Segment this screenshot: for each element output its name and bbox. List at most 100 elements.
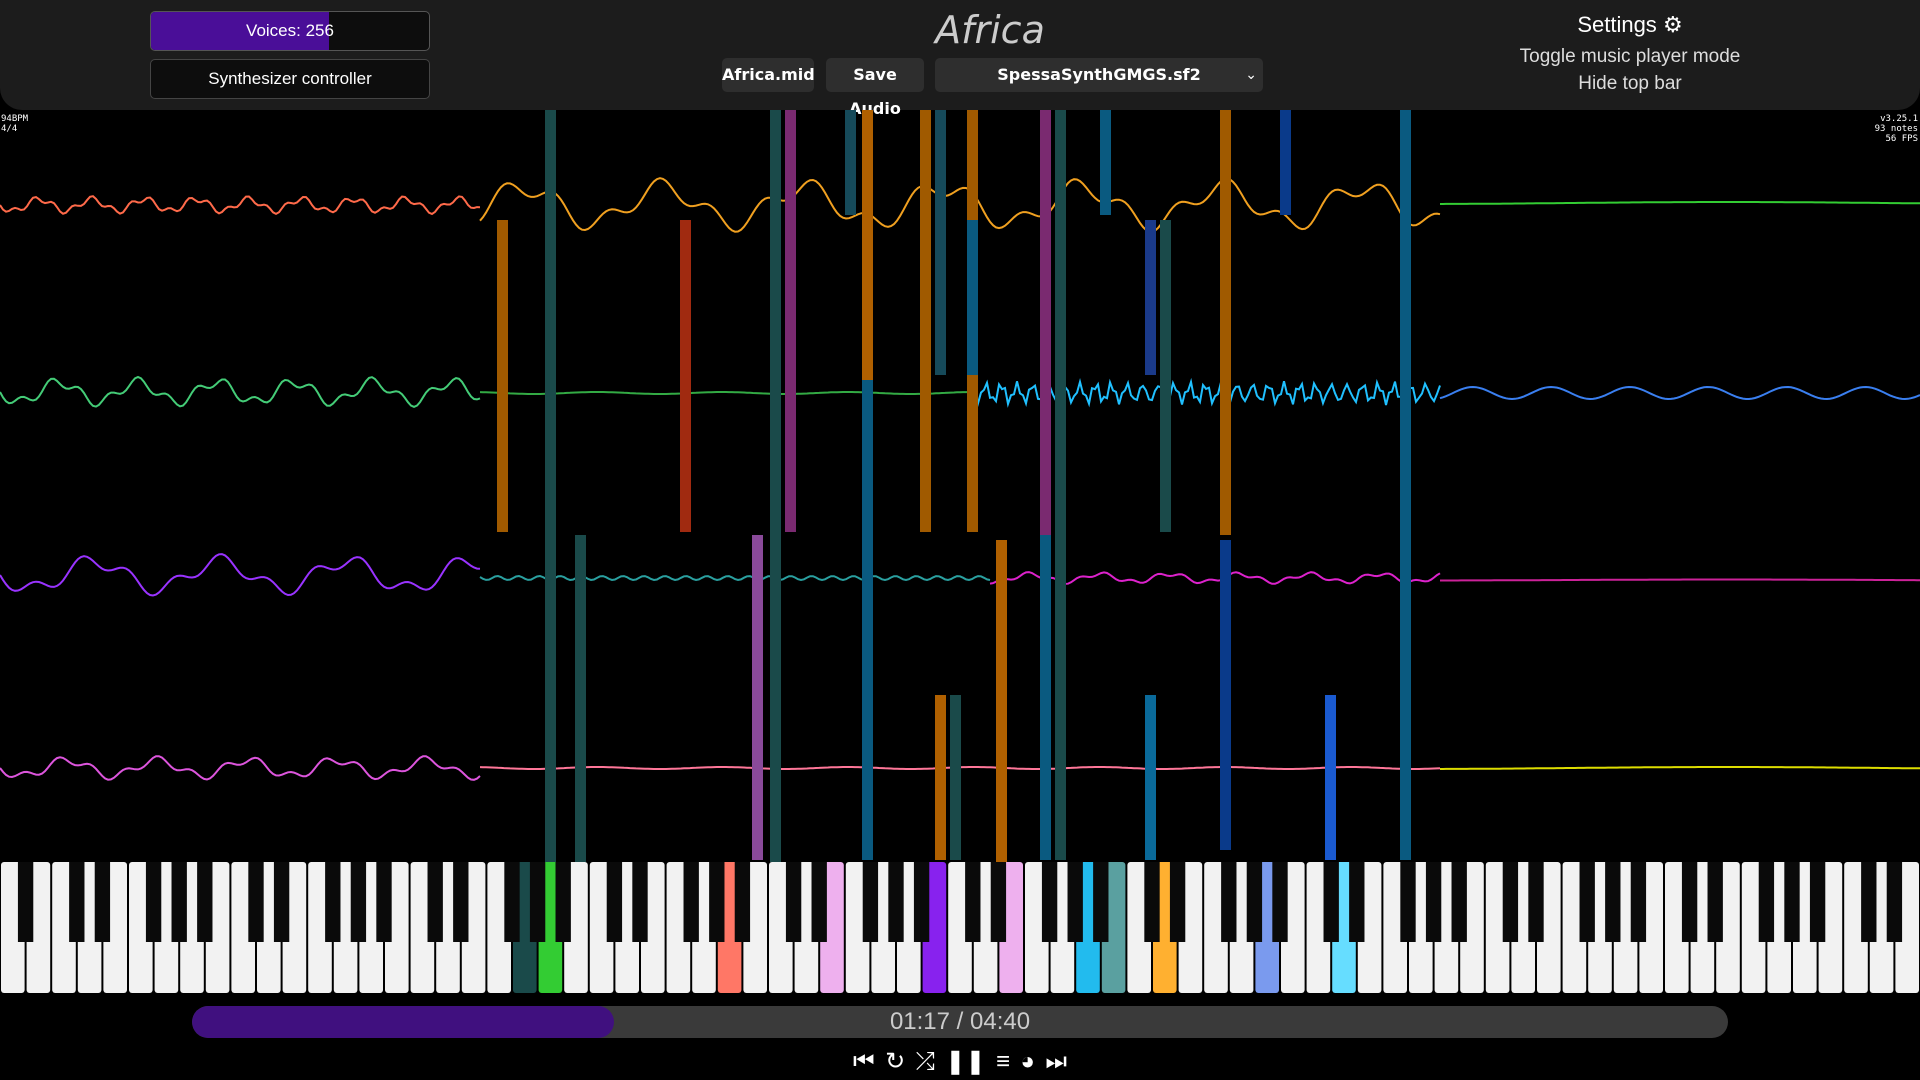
note-bar-7 [752, 535, 763, 860]
piano-black-key-53 [1886, 862, 1903, 942]
piano-black-key-43 [1528, 862, 1544, 942]
piano-black-key-8 [273, 862, 290, 942]
time-display: 01:17 / 04:40 [889, 1008, 1031, 1035]
note-bar-23 [1220, 540, 1231, 850]
piano-black-key-45 [1605, 862, 1621, 942]
piano-black-key-12 [427, 862, 443, 942]
note-bar-28 [935, 695, 946, 860]
piano-black-key-7 [248, 862, 264, 942]
next-icon[interactable]: ⏭ [1045, 1048, 1067, 1075]
gear-icon: ⚙ [1662, 12, 1683, 37]
piano-black-key-19 [683, 862, 699, 942]
soundfont-select[interactable]: SpessaSynthGMGS.sf2 ⌄ [935, 58, 1263, 92]
piano-black-key-17 [606, 862, 623, 942]
song-title: Africa [935, 8, 1045, 52]
note-bar-19 [1100, 110, 1111, 215]
midi-file-button[interactable]: Africa.mid [722, 58, 815, 92]
piano-black-key-41 [1451, 862, 1467, 942]
voice-meter: Voices: 256 [150, 11, 430, 51]
waveform-channel-4-right [1440, 766, 1920, 770]
piano-black-key-52 [1861, 862, 1877, 942]
piano-black-key-51 [1809, 862, 1826, 942]
voice-meter-label: Voices: 256 [246, 21, 334, 40]
piano-black-key-4 [145, 862, 162, 942]
visualizer-canvas [0, 110, 1920, 975]
previous-icon[interactable]: ⏮ [853, 1048, 875, 1075]
toggle-player-mode-button[interactable]: Toggle music player mode [1519, 46, 1741, 67]
bpm-readout: 94BPM [1, 114, 29, 124]
piano-black-key-49 [1758, 862, 1775, 942]
piano-black-key-50 [1784, 862, 1800, 942]
soundfont-select-value: SpessaSynthGMGS.sf2 [997, 65, 1201, 84]
piano-black-key-39 [1400, 862, 1416, 942]
note-bar-24 [1280, 110, 1291, 215]
lyrics-icon[interactable]: ≡ [995, 1048, 1010, 1075]
note-bar-22 [1220, 110, 1231, 535]
shuffle-icon[interactable]: ⤮ [915, 1048, 935, 1075]
piano-black-key-33 [1169, 862, 1186, 942]
piano-black-key-31 [1093, 862, 1109, 942]
piano-black-key-1 [17, 862, 34, 942]
piano-black-key-40 [1425, 862, 1442, 942]
render-info: v3.25.1 93 notes 56 FPS [1875, 114, 1918, 144]
waveform-channel-2-right [1439, 385, 1920, 401]
piano-black-key-27 [965, 862, 981, 942]
visualizer-svg [0, 110, 1920, 975]
playback-controls: ⏮ ↻ ⤮ ❚❚ ≡ ◕ ⏭ [0, 1047, 1920, 1077]
piano-black-key-25 [888, 862, 904, 942]
waveform-channel-2-flat [479, 391, 975, 395]
note-bar-1 [545, 110, 556, 975]
note-bar-29 [950, 695, 961, 860]
voice-meter-fill [151, 12, 329, 50]
note-bar-26 [1145, 695, 1156, 860]
save-audio-button[interactable]: Save Audio [826, 58, 924, 118]
fps-readout: 56 FPS [1885, 134, 1918, 144]
note-bar-16 [1040, 110, 1051, 860]
chevron-down-icon: ⌄ [1245, 67, 1257, 83]
loop-icon[interactable]: ↻ [885, 1048, 906, 1075]
note-bar-2 [497, 220, 508, 532]
piano-black-key-11 [376, 862, 392, 942]
seek-bar-fill [192, 1006, 615, 1038]
piano-black-key-32 [1144, 862, 1160, 942]
piano-black-key-48 [1707, 862, 1723, 942]
piano-black-key-20 [709, 862, 725, 942]
tempo-info: 94BPM 4/4 [1, 114, 28, 134]
note-bar-3 [575, 535, 586, 975]
seek-bar[interactable]: 01:17 / 04:40 [192, 1006, 1728, 1038]
speedometer-icon[interactable]: ◕ [1020, 1048, 1035, 1075]
piano-black-key-38 [1349, 862, 1365, 942]
note-bar-27 [1325, 695, 1336, 860]
settings-label: Settings [1577, 12, 1657, 37]
note-bar-6 [785, 110, 796, 532]
piano-black-key-35 [1246, 862, 1263, 942]
piano-black-key-28 [990, 862, 1007, 942]
piano-black-key-15 [529, 862, 546, 942]
waveform-channel-1-mid [479, 177, 1441, 233]
note-bar-17 [1040, 535, 1051, 860]
note-bar-11 [920, 110, 931, 532]
version-readout: v3.25.1 [1880, 114, 1918, 124]
hide-top-bar-button[interactable]: Hide top bar [1578, 73, 1682, 94]
synthesizer-controller-button[interactable]: Synthesizer controller [150, 59, 430, 99]
piano-black-key-24 [862, 862, 879, 942]
note-bar-4 [680, 220, 691, 532]
note-bar-10 [862, 380, 873, 860]
note-bar-5 [770, 110, 781, 945]
waveform-channel-1-left [0, 195, 481, 216]
piano-keys-svg [1, 862, 1919, 993]
waveform-channel-3-mid [479, 574, 991, 582]
piano-black-key-3 [94, 862, 111, 942]
settings-button[interactable]: Settings ⚙ [1480, 12, 1780, 38]
piano-black-key-6 [197, 862, 213, 942]
note-bar-20 [1145, 220, 1156, 375]
waveform-channel-2-left [0, 375, 481, 408]
pause-icon[interactable]: ❚❚ [945, 1048, 986, 1075]
note-bar-8 [845, 110, 856, 215]
note-bar-14 [967, 220, 978, 375]
piano-black-key-23 [811, 862, 827, 942]
waveform-channel-3-flat [1440, 578, 1920, 582]
piano-black-key-22 [785, 862, 802, 942]
note-bar-21 [1160, 220, 1171, 532]
piano-black-key-16 [555, 862, 571, 942]
